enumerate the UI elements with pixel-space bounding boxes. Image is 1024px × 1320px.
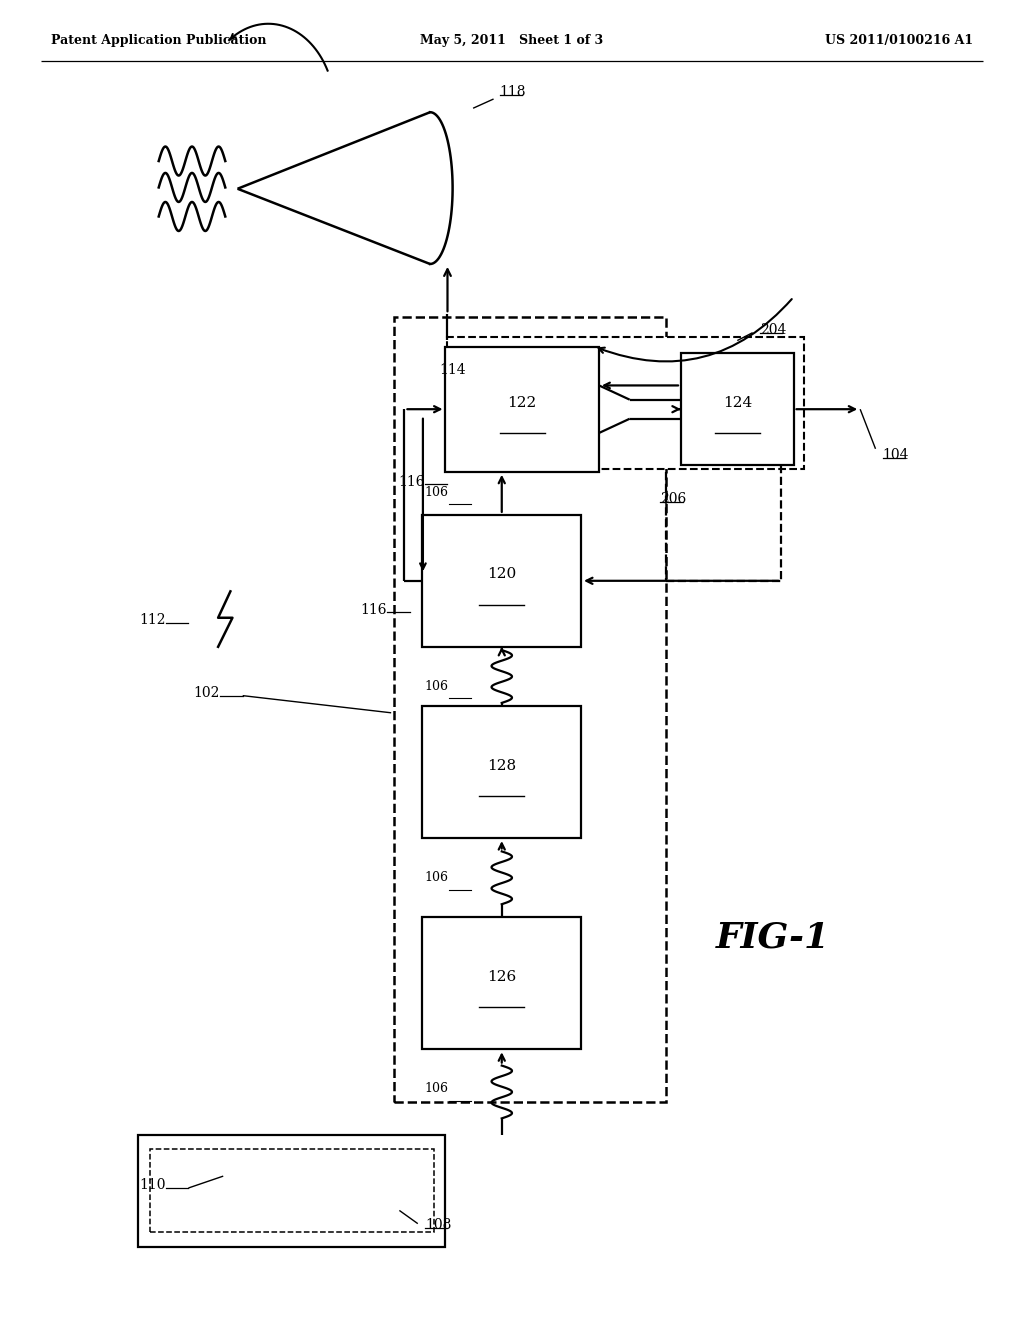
Text: 206: 206: [660, 492, 687, 506]
Text: 122: 122: [508, 396, 537, 409]
Text: 128: 128: [487, 759, 516, 772]
Bar: [445, 347, 599, 473]
Text: Patent Application Publication: Patent Application Publication: [51, 34, 266, 48]
Text: 116: 116: [360, 603, 387, 616]
Text: 106: 106: [425, 680, 449, 693]
Bar: [681, 354, 794, 466]
Text: 126: 126: [487, 970, 516, 983]
Text: FIG-1: FIG-1: [716, 920, 830, 954]
Text: 118: 118: [500, 86, 526, 99]
Text: 124: 124: [723, 396, 752, 409]
Text: 116: 116: [398, 475, 425, 488]
Bar: [394, 317, 666, 1102]
Text: 114: 114: [439, 363, 466, 376]
Text: 120: 120: [487, 568, 516, 581]
Bar: [150, 1148, 434, 1233]
Bar: [422, 706, 582, 838]
Bar: [422, 917, 582, 1049]
Bar: [422, 515, 582, 647]
Text: US 2011/0100216 A1: US 2011/0100216 A1: [824, 34, 973, 48]
Text: 110: 110: [139, 1179, 166, 1192]
Text: 106: 106: [425, 1082, 449, 1096]
Text: May 5, 2011   Sheet 1 of 3: May 5, 2011 Sheet 1 of 3: [421, 34, 603, 48]
Text: 112: 112: [139, 614, 166, 627]
Text: 204: 204: [760, 323, 786, 337]
Text: 108: 108: [425, 1218, 452, 1232]
Text: 106: 106: [425, 486, 449, 499]
Text: 104: 104: [883, 449, 909, 462]
Text: 106: 106: [425, 871, 449, 884]
Bar: [447, 337, 804, 469]
Bar: [138, 1134, 445, 1246]
Text: 102: 102: [194, 686, 220, 700]
